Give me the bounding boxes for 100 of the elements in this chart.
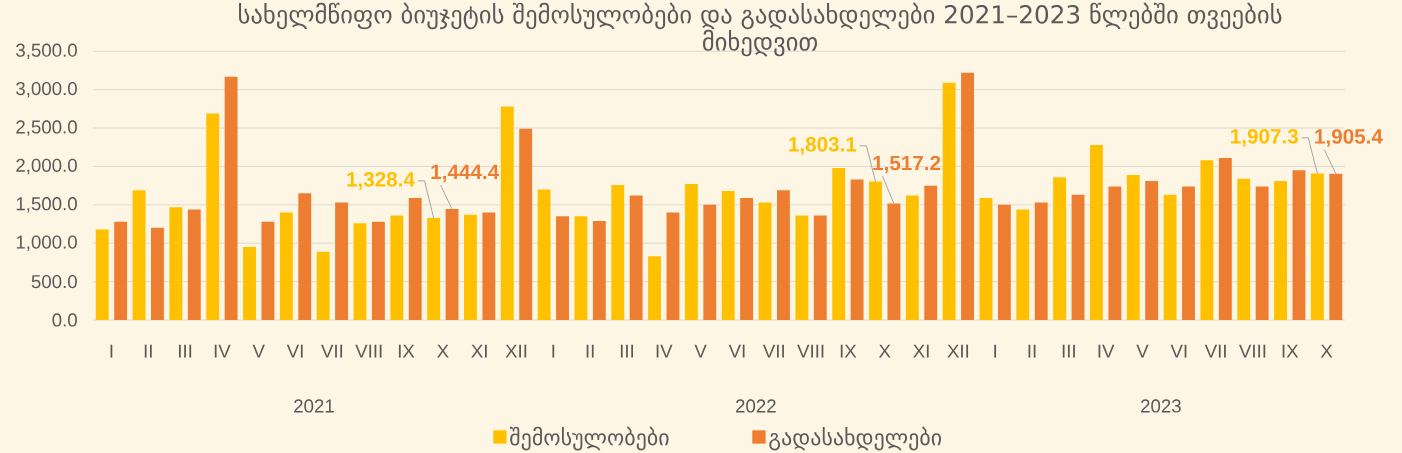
legend-label: შემოსულობები [509, 426, 669, 451]
bar [1126, 174, 1140, 320]
y-tick-label: 3,500.0 [16, 43, 77, 59]
bar [832, 167, 846, 320]
x-tick-label: VIII [355, 344, 382, 358]
x-tick-label: III [620, 344, 634, 358]
bar [1163, 194, 1177, 320]
x-tick-label: XII [947, 344, 969, 358]
x-tick-label: X [878, 344, 891, 358]
bar [427, 218, 441, 320]
data-label: 1,444.4 [431, 164, 500, 183]
x-tick-label: XI [471, 344, 487, 358]
bar [758, 202, 772, 320]
bar [1182, 186, 1195, 320]
bar [169, 207, 183, 320]
bar [298, 193, 312, 320]
bar [353, 223, 367, 320]
text: 2021 [294, 399, 334, 413]
bar [648, 256, 662, 320]
bar [574, 216, 588, 320]
bar [961, 72, 975, 320]
bar [777, 190, 790, 320]
x-tick-label: V [1136, 344, 1149, 358]
text: 2022 [736, 399, 776, 413]
x-tick-label: VI [728, 344, 745, 358]
x-tick-label: II [144, 344, 152, 358]
bar [519, 128, 533, 320]
bar [1034, 202, 1048, 320]
x-tick-label: IV [214, 344, 231, 358]
data-label: 1,803.1 [789, 137, 857, 155]
bar [316, 251, 330, 320]
bar [114, 221, 128, 320]
bar [1255, 186, 1269, 320]
x-tick-label: XI [913, 344, 929, 358]
bar [942, 82, 956, 320]
bar [1200, 160, 1214, 320]
bar [1292, 170, 1306, 320]
x-tick-label: I [994, 344, 997, 358]
bar [445, 209, 459, 320]
text: 2023 [1141, 399, 1181, 413]
bar [1329, 173, 1343, 320]
bar [151, 227, 164, 320]
x-tick-label: X [1320, 344, 1333, 358]
x-tick-label: VI [1170, 344, 1187, 358]
chart-title: სახელმწიფო ბიუჯეტის შემოსულობები და გადასახდელები 2021–2023 წლებში თვეების მიხედვით [239, 2, 1282, 57]
bar [1237, 178, 1251, 320]
x-tick-label: I [110, 344, 113, 358]
bar [243, 247, 256, 320]
bar [1274, 181, 1287, 320]
bar [1016, 209, 1030, 320]
x-tick-label: V [694, 344, 707, 358]
bar [95, 229, 109, 320]
bar [556, 216, 569, 320]
bar [500, 106, 514, 320]
bar [887, 203, 901, 320]
bar [1053, 177, 1067, 320]
bar [997, 204, 1011, 320]
bar [537, 189, 551, 320]
bar [924, 185, 938, 320]
bar [1071, 194, 1085, 320]
bar [279, 212, 293, 320]
bar [1108, 186, 1122, 320]
x-tick-label: VII [321, 344, 343, 358]
data-label: 1,907.3 [1231, 129, 1298, 147]
x-tick-label: XII [505, 344, 527, 358]
x-tick-label: VII [762, 344, 784, 358]
bar [703, 204, 717, 320]
bar [721, 191, 735, 320]
bar [740, 197, 754, 320]
y-tick-label: 1,000.0 [16, 235, 77, 251]
bar [335, 202, 349, 320]
bar [390, 215, 404, 320]
x-tick-label: IX [840, 344, 857, 358]
x-tick-label: VIII [1239, 344, 1266, 358]
bar [905, 195, 919, 320]
x-tick-label: II [586, 344, 594, 358]
x-tick-label: I [552, 344, 555, 358]
bar [187, 209, 201, 320]
y-tick-label: 1,500.0 [16, 197, 77, 213]
y-tick-label: 2,500.0 [16, 120, 77, 136]
x-tick-label: V [252, 344, 265, 358]
bar [261, 221, 275, 320]
bar [408, 197, 422, 320]
bar [869, 181, 882, 320]
y-tick-label: 2,000.0 [16, 158, 77, 175]
x-tick-label: III [179, 344, 192, 358]
bar [666, 212, 680, 320]
x-tick-label: III [1062, 344, 1075, 358]
bar [1145, 181, 1159, 320]
bar [1090, 144, 1103, 320]
x-tick-label: VI [286, 344, 303, 358]
data-label: 1,905.4 [1315, 129, 1383, 147]
bar [592, 220, 606, 320]
data-label: 1,328.4 [347, 172, 415, 190]
bar [611, 184, 625, 320]
bar [206, 113, 220, 320]
x-tick-label: VII [1204, 344, 1226, 358]
x-tick-label: VIII [797, 344, 824, 358]
bar [850, 179, 864, 320]
bar [482, 212, 496, 320]
